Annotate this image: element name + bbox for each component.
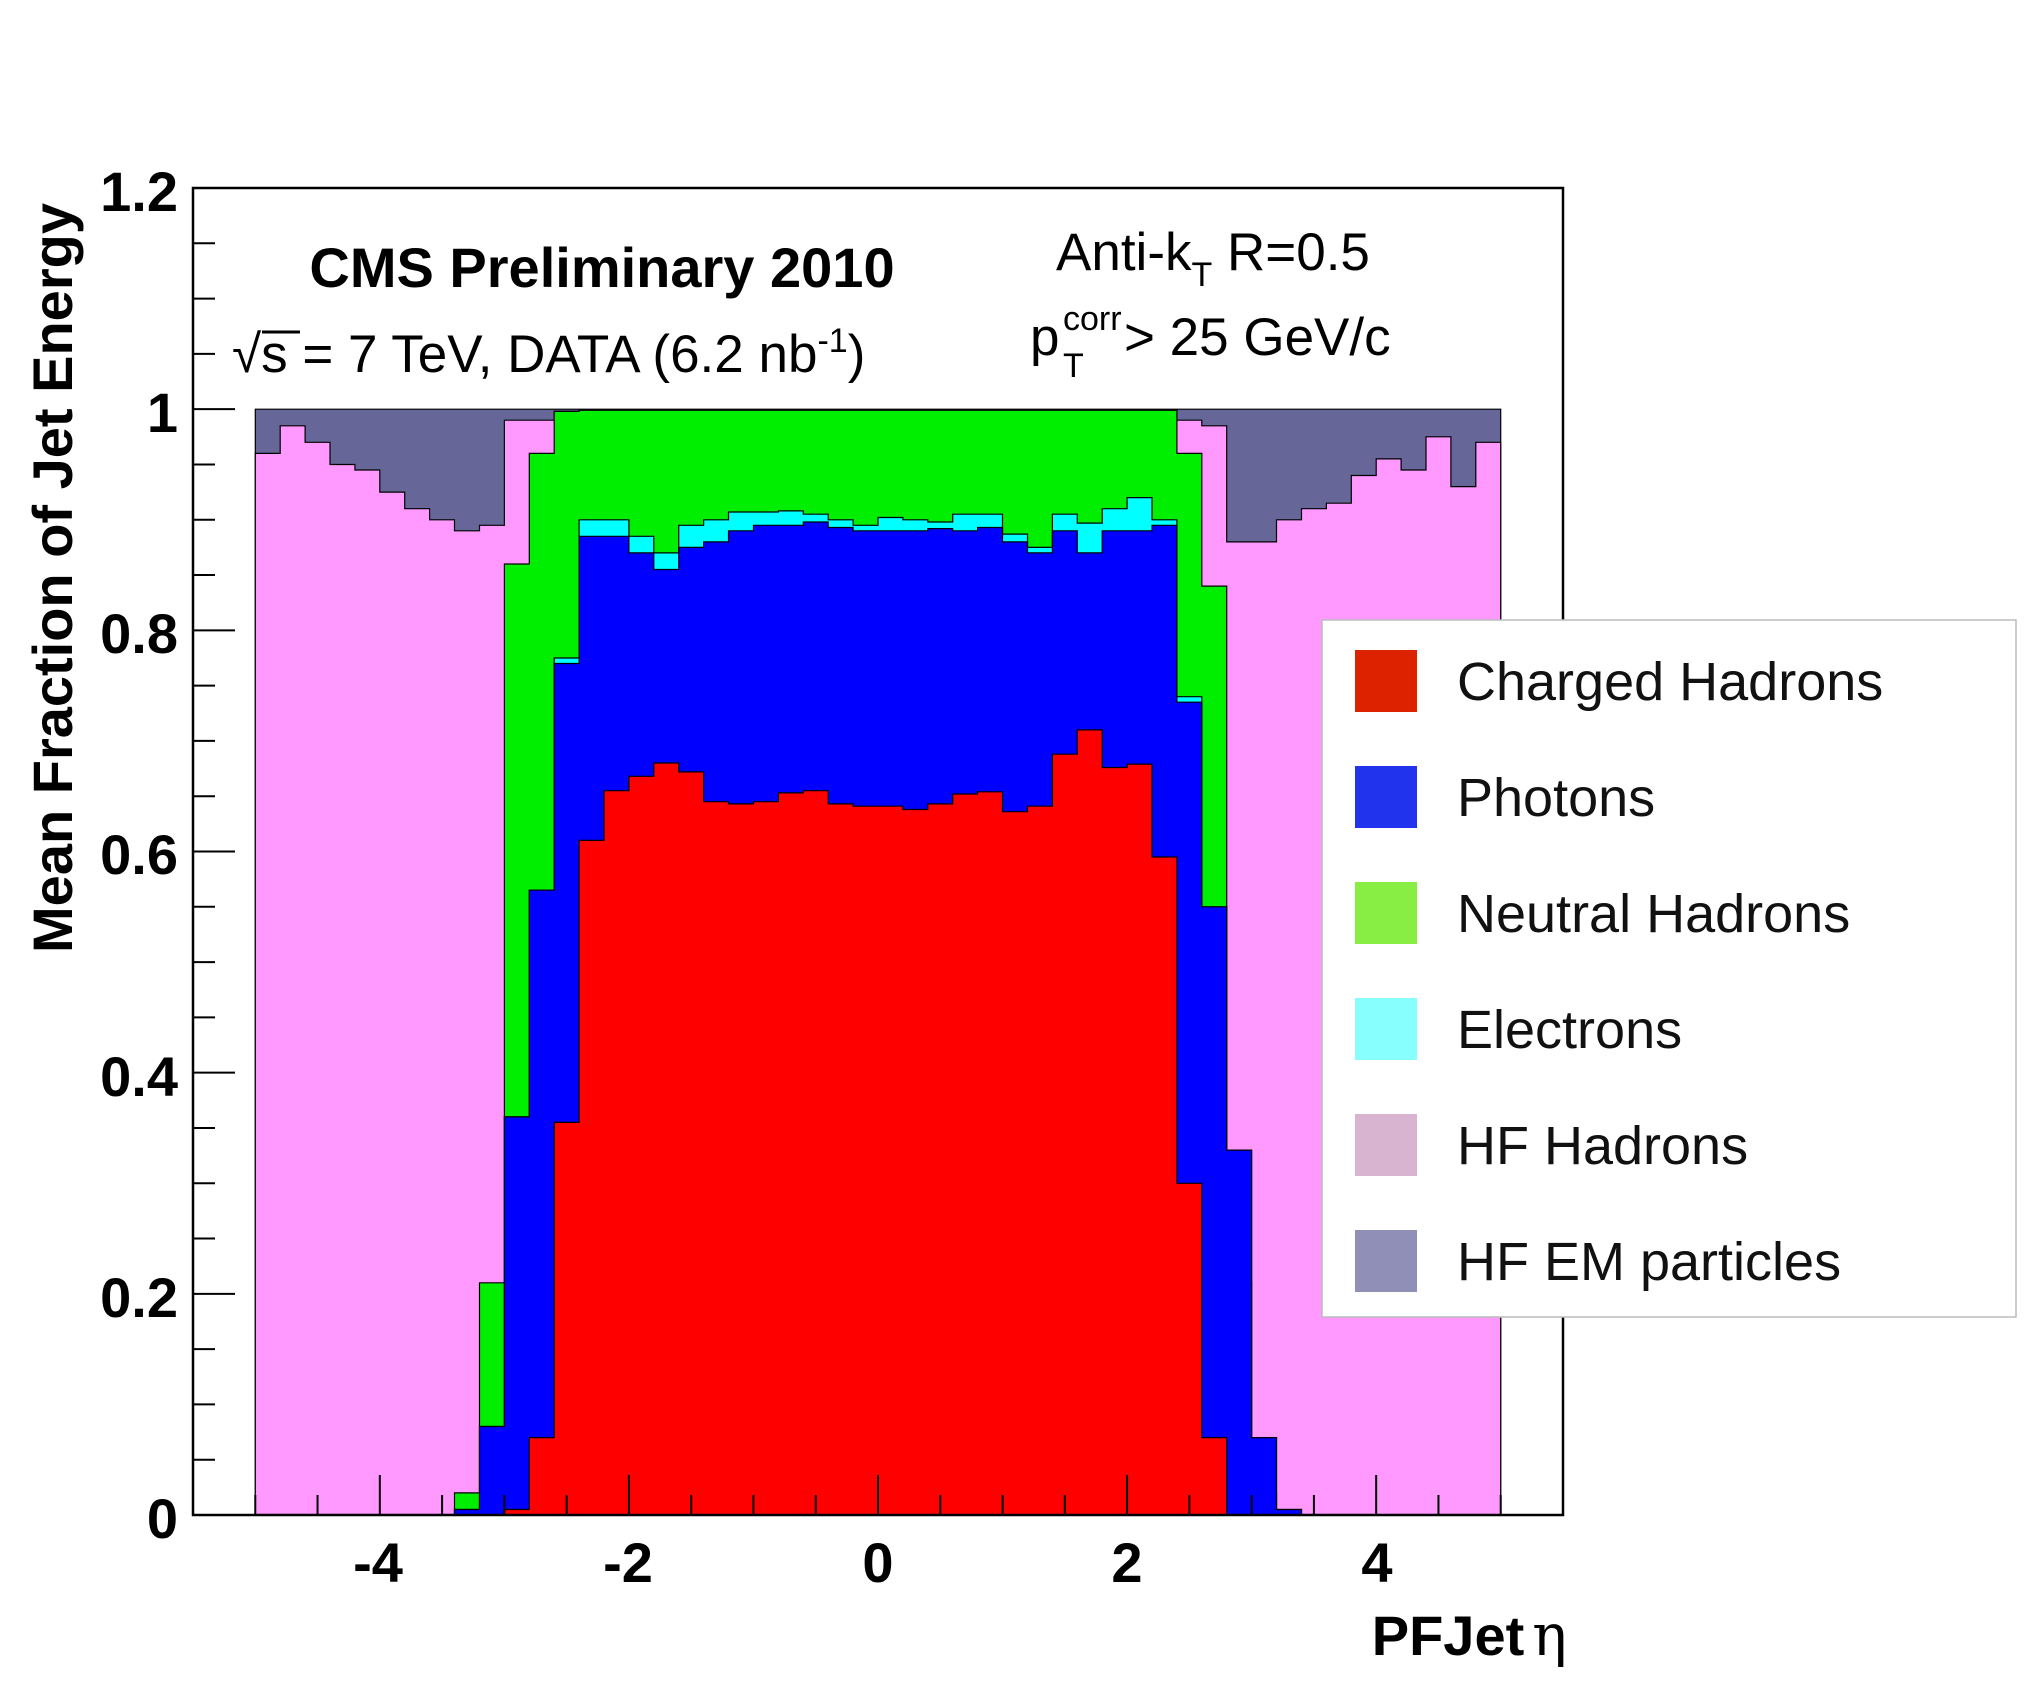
y-tick-label: 0.8 (100, 602, 178, 665)
y-tick-label: 1 (147, 381, 178, 444)
algorithm-main: Anti-k (1056, 223, 1192, 282)
series-layer (254, 408, 1502, 1516)
legend-label: Neutral Hadrons (1457, 884, 1850, 944)
cut-sup: corr (1063, 300, 1122, 338)
sqrt-symbol: √ (232, 325, 262, 384)
subtitle-exponent: -1 (817, 322, 847, 360)
algorithm-sub: T (1191, 256, 1212, 294)
x-axis-title-text: PFJet (1372, 1604, 1525, 1667)
legend-label: Charged Hadrons (1457, 652, 1883, 712)
x-tick-label: 4 (1361, 1531, 1392, 1594)
legend-swatch (1355, 1230, 1417, 1292)
x-tick-label: -4 (353, 1531, 403, 1594)
legend-label: Photons (1457, 768, 1655, 828)
y-tick-label: 0.2 (100, 1266, 178, 1329)
x-tick-label: -2 (603, 1531, 653, 1594)
x-tick-label: 0 (862, 1531, 893, 1594)
cut-sub: T (1063, 347, 1084, 385)
legend: Charged Hadrons Photons Neutral Hadrons … (1321, 619, 2017, 1318)
subtitle-close: ) (848, 325, 866, 384)
legend-box (1321, 619, 2017, 1318)
cut-rest: > 25 GeV/c (1124, 308, 1391, 367)
algorithm-label: Anti-kT R=0.5 (1056, 223, 1370, 294)
legend-label: HF EM particles (1457, 1232, 1841, 1292)
y-axis-title: Mean Fraction of Jet Energy (21, 203, 84, 953)
chart-subtitle: √s = 7 TeV, DATA (6.2 nb-1) (232, 322, 865, 384)
cut-p: p (1030, 308, 1059, 367)
algorithm-rest: R=0.5 (1212, 223, 1370, 282)
x-axis-title: PFJet η (1372, 1601, 1567, 1669)
legend-swatch (1355, 1114, 1417, 1176)
legend-swatch (1355, 882, 1417, 944)
chart-title: CMS Preliminary 2010 (309, 236, 894, 299)
legend-swatch (1355, 998, 1417, 1060)
y-tick-label: 0 (147, 1487, 178, 1550)
subtitle-text: s = 7 TeV, DATA (6.2 nb (261, 325, 817, 384)
y-tick-label: 0.4 (100, 1045, 178, 1108)
y-tick-label: 1.2 (100, 160, 178, 223)
x-tick-label: 2 (1111, 1531, 1142, 1594)
legend-swatch (1355, 650, 1417, 712)
tick-layer (192, 187, 1564, 1516)
legend-label: HF Hadrons (1457, 1116, 1748, 1176)
legend-swatch (1355, 766, 1417, 828)
series-charged-hadrons (255, 729, 1501, 1516)
y-tick-label: 0.6 (100, 823, 178, 886)
x-axis-title-eta: η (1532, 1601, 1567, 1669)
legend-label: Electrons (1457, 1000, 1682, 1060)
